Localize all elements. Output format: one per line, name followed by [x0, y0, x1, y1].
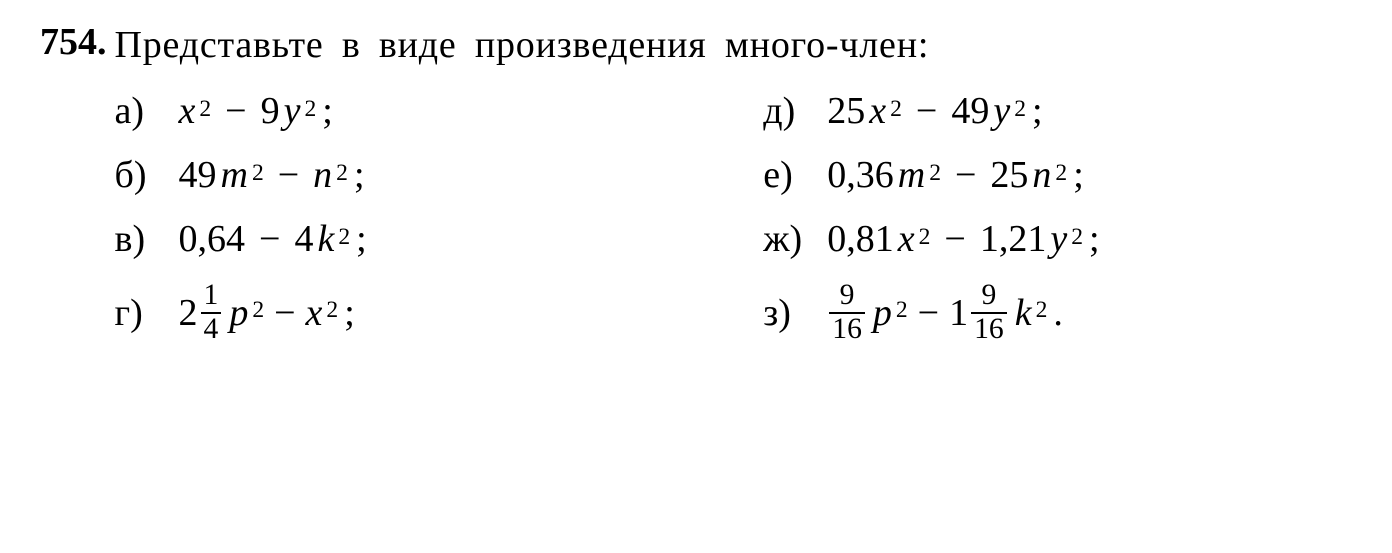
- item-e-expr: 0,36m2 − 25n2;: [827, 153, 1084, 197]
- item-d-expr: 25x2 − 49y2;: [827, 89, 1042, 133]
- item-z-expr: 9 16 p2 − 1 9 16 k2.: [827, 281, 1063, 344]
- item-a-expr: x2 − 9y2;: [179, 89, 333, 133]
- item-v: в) 0,64 − 4k2;: [115, 217, 704, 261]
- item-d-label: д): [763, 89, 813, 133]
- problem-container: 754. Представьте в виде произведения мно…: [40, 20, 1352, 345]
- item-a-label: а): [115, 89, 165, 133]
- item-z-label: з): [763, 291, 813, 335]
- item-g-expr: 2 1 4 p2 − x2;: [179, 281, 355, 344]
- item-a: а) x2 − 9y2;: [115, 89, 704, 133]
- item-b-expr: 49m2 − n2;: [179, 153, 365, 197]
- item-zh-expr: 0,81x2 − 1,21y2;: [827, 217, 1099, 261]
- item-zh-label: ж): [763, 217, 813, 261]
- problem-text: Представьте в виде произведения много-чл…: [115, 20, 1353, 71]
- items-grid: а) x2 − 9y2; д) 25x2 − 49y2; б): [115, 89, 1353, 344]
- item-g-label: г): [115, 291, 165, 335]
- item-d: д) 25x2 − 49y2;: [763, 89, 1352, 133]
- item-e-label: е): [763, 153, 813, 197]
- item-b-label: б): [115, 153, 165, 197]
- item-zh: ж) 0,81x2 − 1,21y2;: [763, 217, 1352, 261]
- item-v-expr: 0,64 − 4k2;: [179, 217, 367, 261]
- item-b: б) 49m2 − n2;: [115, 153, 704, 197]
- item-g: г) 2 1 4 p2 − x2;: [115, 281, 704, 344]
- problem-content: Представьте в виде произведения много-чл…: [115, 20, 1353, 345]
- item-v-label: в): [115, 217, 165, 261]
- item-e: е) 0,36m2 − 25n2;: [763, 153, 1352, 197]
- item-z: з) 9 16 p2 − 1 9 16 k2.: [763, 281, 1352, 344]
- problem-number: 754.: [40, 20, 107, 64]
